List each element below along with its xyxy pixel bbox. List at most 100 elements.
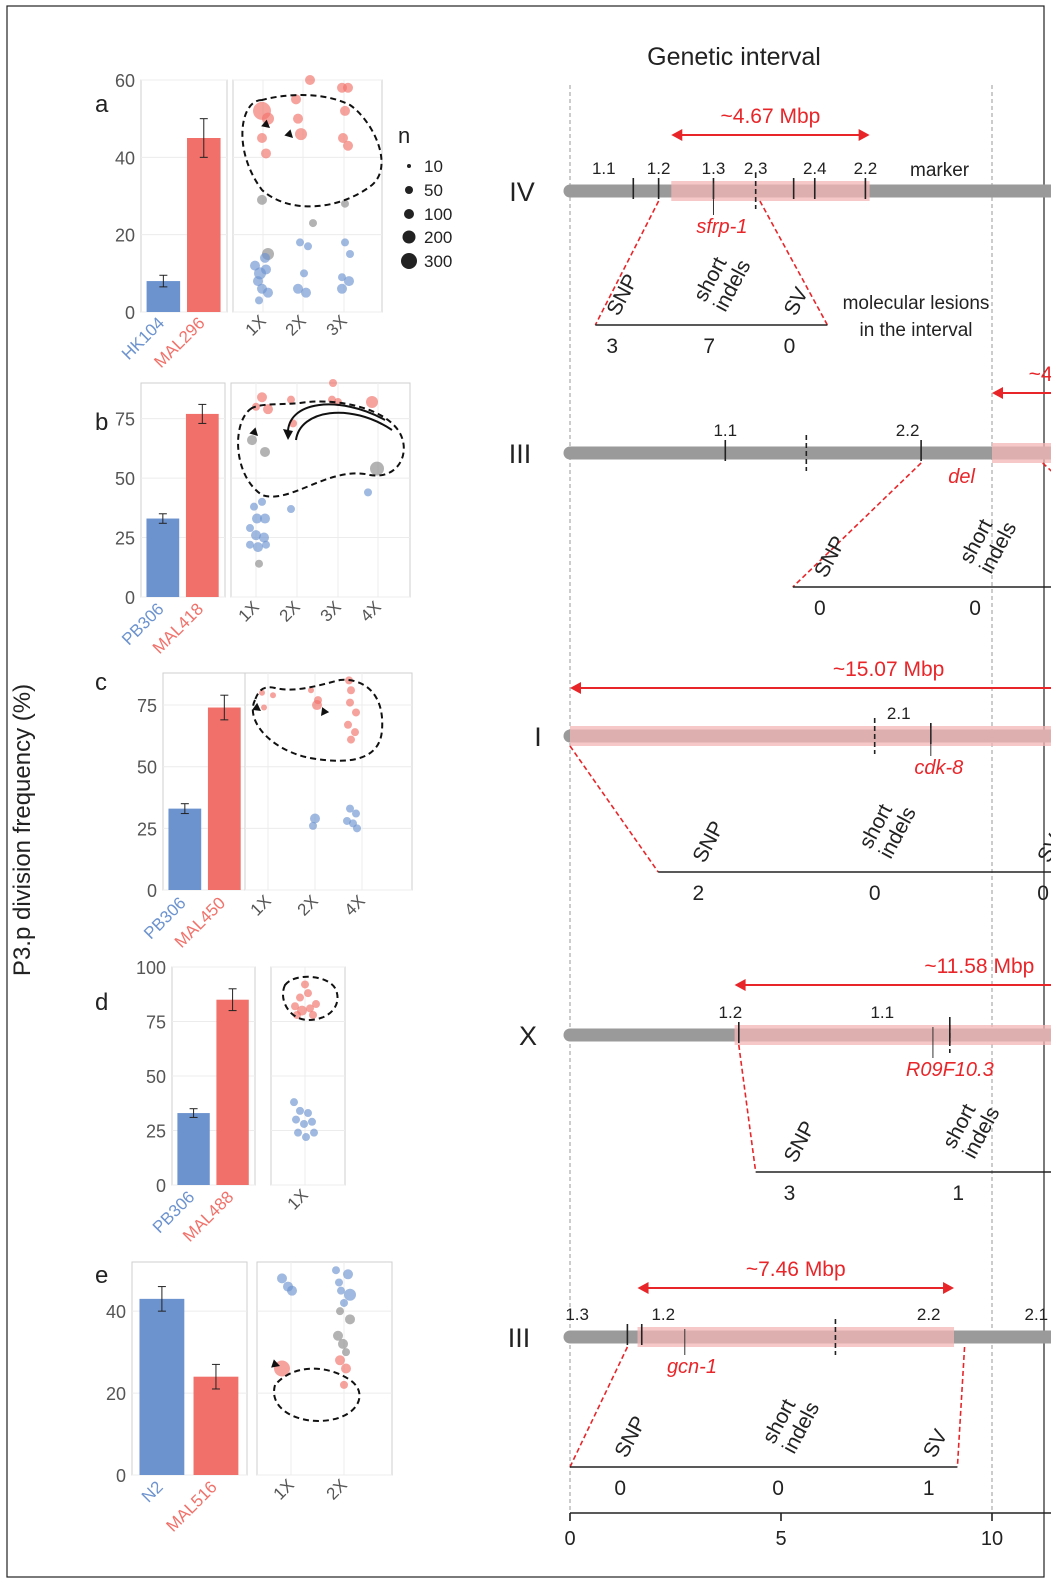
chromosome-label: III: [509, 439, 532, 469]
lesion-count: 0: [1037, 882, 1049, 905]
data-point: [340, 1298, 348, 1307]
data-point: [347, 735, 355, 744]
data-point: [312, 1000, 320, 1009]
data-point: [277, 1273, 287, 1284]
data-point: [351, 728, 359, 737]
data-point: [310, 1128, 318, 1137]
copy-number-tick: 3X: [323, 311, 351, 339]
y-tick-label: 75: [137, 696, 157, 716]
curved-arrow: [295, 411, 393, 441]
marker-label: 1.1: [870, 1003, 894, 1022]
data-point: [314, 696, 322, 705]
gene-label: cdk-8: [914, 757, 963, 779]
data-point: [337, 283, 347, 294]
interval-arrowhead: [570, 682, 581, 694]
fan-line: [594, 200, 660, 326]
interval-arrowhead: [943, 1282, 955, 1294]
interval-length-label: ~4.67 Mbp: [721, 105, 821, 128]
data-point: [344, 720, 352, 729]
mb-axis: 051015Mb: [564, 1512, 1051, 1550]
marker-label: 2.3: [744, 159, 768, 178]
data-point: [336, 1307, 344, 1316]
marker-label: 1.1: [592, 159, 616, 178]
lesion-count: 1: [923, 1477, 935, 1500]
data-point: [364, 488, 372, 497]
data-point: [293, 113, 303, 124]
y-tick-label: 0: [125, 588, 135, 608]
size-legend: n 10 50 100 200 300: [398, 123, 452, 271]
data-point: [290, 1098, 298, 1107]
copy-number-tick: 1X: [284, 1185, 312, 1213]
data-point: [262, 540, 270, 549]
marker-label: 1.3: [565, 1305, 589, 1324]
data-point: [250, 502, 258, 511]
y-tick-label: 0: [156, 1176, 166, 1196]
bar-PB306: [177, 1113, 210, 1185]
curved-arrow: [286, 403, 386, 437]
y-tick-label: 60: [115, 71, 135, 91]
fan-line: [569, 745, 659, 873]
marker-label: marker: [910, 160, 970, 181]
data-point: [305, 75, 315, 85]
arrowhead-marker: [271, 1359, 280, 1368]
cluster-outline: [251, 678, 384, 762]
data-point: [253, 542, 263, 553]
data-point: [352, 809, 360, 818]
data-point: [300, 1119, 308, 1128]
data-point: [343, 816, 351, 825]
arrowhead-marker: [252, 702, 261, 711]
y-tick-label: 75: [115, 410, 135, 430]
y-tick-label: 100: [136, 958, 166, 978]
panel-letter: a: [95, 91, 109, 118]
data-point: [247, 435, 257, 446]
interval-arrowhead: [858, 129, 870, 141]
y-tick-label: 25: [146, 1122, 166, 1142]
data-point: [306, 1004, 314, 1013]
interval-length-label: ~7.46 Mbp: [746, 1258, 846, 1281]
data-point: [308, 687, 314, 694]
panel-letter: d: [95, 989, 108, 1016]
y-tick-label: 25: [115, 529, 135, 549]
data-point: [340, 1380, 348, 1389]
bar-MAL450: [207, 707, 241, 890]
interval-highlight: [992, 443, 1051, 463]
data-point: [246, 524, 254, 533]
interval-arrowhead: [734, 979, 746, 991]
data-point: [296, 238, 304, 247]
data-point: [257, 392, 267, 403]
data-point: [343, 140, 353, 151]
cluster-outline: [282, 975, 339, 1022]
data-point: [300, 269, 308, 278]
y-tick-label: 50: [137, 758, 157, 778]
bar-MAL516: [193, 1376, 239, 1475]
lesion-count: 0: [869, 882, 881, 905]
data-point: [309, 1010, 317, 1019]
lesion-count: 3: [784, 1182, 796, 1205]
chromosome-label: I: [534, 722, 542, 752]
data-point: [310, 813, 320, 824]
data-point: [332, 1266, 340, 1275]
right-title: Genetic interval: [647, 43, 821, 71]
data-point: [335, 1355, 345, 1366]
data-point: [347, 686, 355, 695]
interval-length-label: ~4.06 Mbp: [1029, 363, 1051, 386]
data-point: [309, 219, 317, 228]
data-point: [270, 692, 276, 699]
data-point: [304, 242, 312, 251]
lesion-count: 2: [692, 882, 704, 905]
lesion-count: 0: [784, 335, 796, 358]
marker-label: 2.1: [1024, 1305, 1048, 1324]
fan-line: [792, 462, 922, 588]
lesion-header: SNP: [688, 817, 729, 866]
data-point: [260, 252, 270, 263]
data-point: [345, 1314, 355, 1325]
size-legend-10: 10: [424, 157, 443, 176]
data-point: [301, 980, 309, 989]
lesion-count: 7: [703, 335, 715, 358]
jitter-panel-frame: [244, 672, 413, 891]
interval-arrowhead: [992, 387, 1003, 399]
marker-label: 1.1: [713, 421, 737, 440]
lesion-header: SNP: [810, 532, 851, 581]
